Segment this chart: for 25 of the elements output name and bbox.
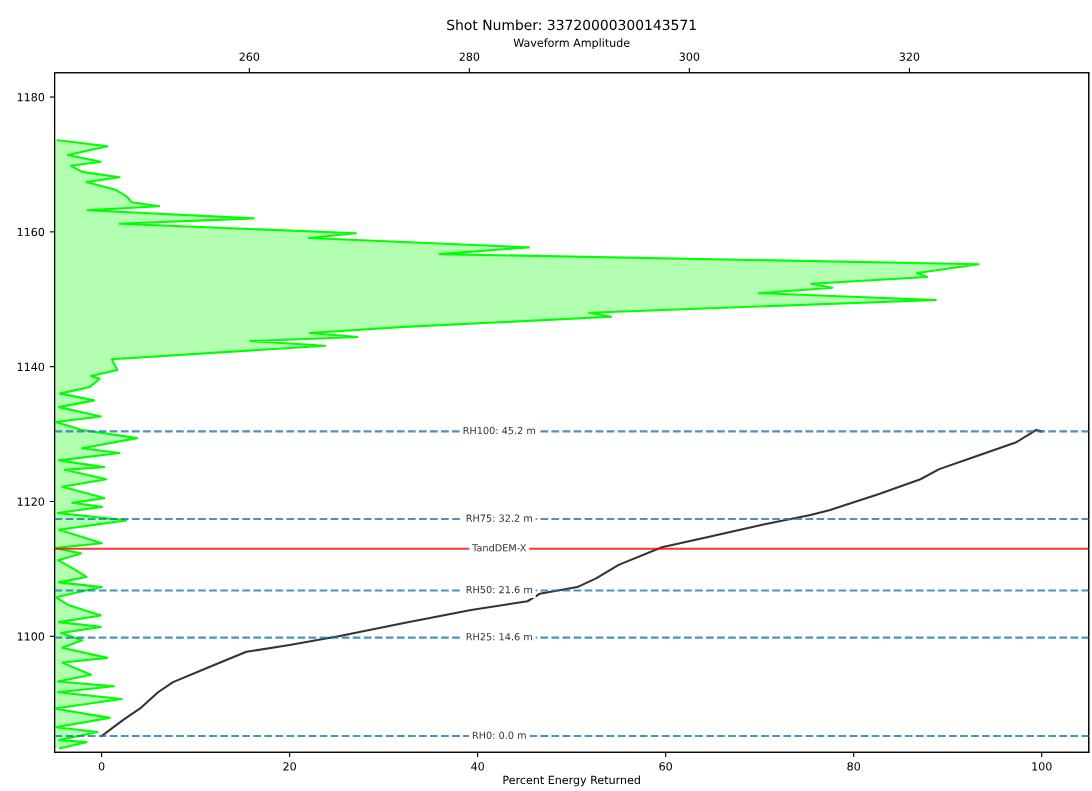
x2-tick-label: 280 xyxy=(459,52,480,61)
x2-tick-label: 320 xyxy=(899,52,920,61)
x-axis-title: Percent Energy Returned xyxy=(503,775,640,787)
y-tick-label: 1120 xyxy=(17,497,45,506)
annotation: RH50: 21.6 m xyxy=(466,585,532,594)
x-tick-label: 100 xyxy=(1032,762,1052,771)
x-tick-label: 80 xyxy=(847,762,861,771)
annotation: RH0: 0.0 m xyxy=(472,731,526,739)
annotation: RH25: 14.6 m xyxy=(466,633,532,641)
y-tick-label: 1180 xyxy=(17,93,45,102)
x-tick-label: 20 xyxy=(283,762,296,771)
annotation: RH75: 32.2 m xyxy=(466,514,532,522)
x-tick-label: 0 xyxy=(98,762,105,771)
x2-tick-label: 260 xyxy=(239,52,260,61)
x2-tick-label: 300 xyxy=(679,52,700,61)
chart-title: Shot Number: 33720000300143571 xyxy=(447,19,696,31)
annotation: RH100: 45.2 m xyxy=(463,426,536,435)
x-tick-label: 40 xyxy=(471,762,484,771)
x2-axis-title: Waveform Amplitude xyxy=(513,38,630,50)
ref-line-label: TandDEM-X xyxy=(472,543,527,552)
y-tick-label: 1140 xyxy=(17,362,45,372)
y-tick-label: 1160 xyxy=(17,227,45,237)
x-tick-label: 60 xyxy=(659,762,672,771)
y-tick-label: 1100 xyxy=(17,632,45,641)
line-series xyxy=(100,428,1043,738)
